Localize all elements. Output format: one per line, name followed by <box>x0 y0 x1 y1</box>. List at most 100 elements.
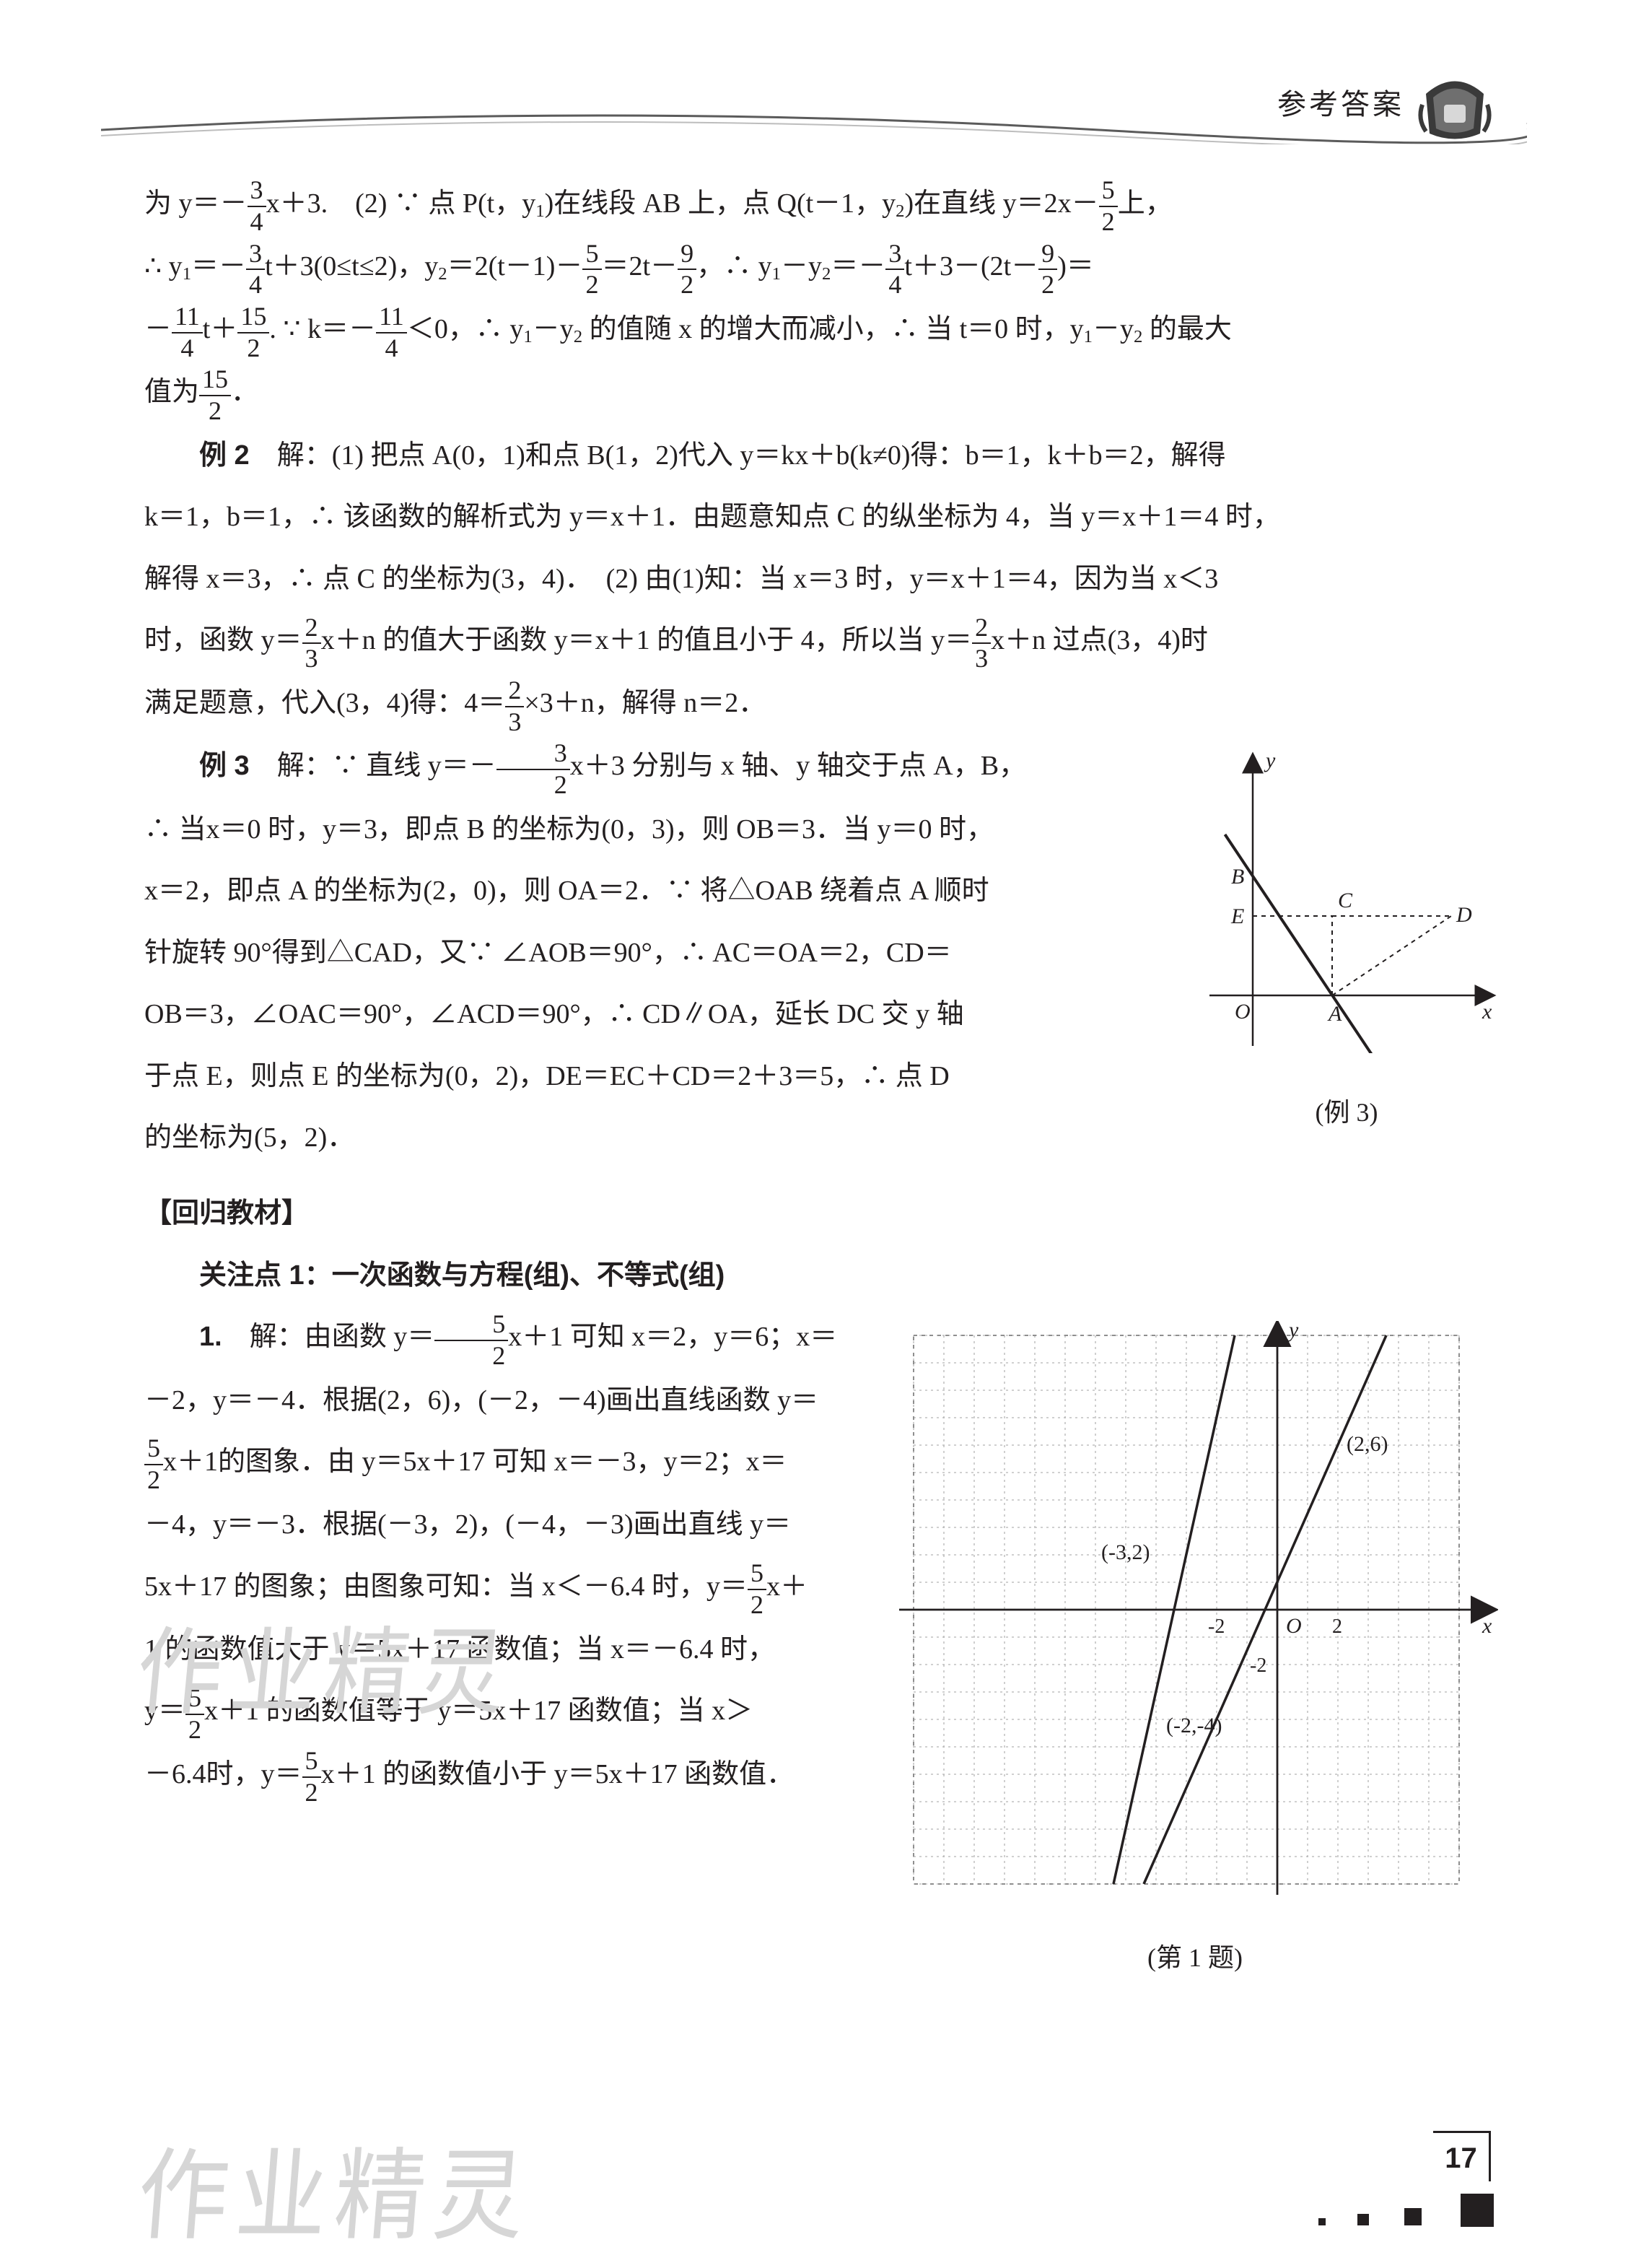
q1-label: 1. <box>199 1322 222 1352</box>
text: 上， <box>1118 188 1173 219</box>
fraction: 34 <box>246 240 265 300</box>
text: )＝ <box>1057 251 1094 282</box>
svg-text:E: E <box>1230 904 1244 928</box>
example-3-line-3: x＝2，即点 A 的坐标为(2，0)，则 OA＝2．∵ 将△OAB 绕着点 A … <box>144 860 1181 923</box>
text: 的值随 x 的增大而减小，∴ 当 t＝0 时，y <box>582 314 1084 344</box>
fraction: 152 <box>199 366 231 425</box>
figure-1-svg: x y O (2,6) (-3,2) (-2,-4) -2 2 -2 <box>892 1321 1498 1898</box>
return-to-textbook-heading: 【回归教材】 <box>144 1183 1498 1245</box>
svg-text:2: 2 <box>1332 1615 1342 1638</box>
fraction: 52 <box>434 1311 508 1370</box>
q1-line-1: 1. 解：由函数 y＝52x＋1 可知 x＝2，y＝6；x＝ <box>144 1307 870 1369</box>
fraction: 92 <box>678 240 696 300</box>
q1-line-2: －2，y＝－4．根据(2，6)，(－2，－4)画出直线函数 y＝ <box>144 1370 870 1432</box>
text: ＝－ <box>831 251 885 282</box>
text: x＋1 的函数值等于 y＝5x＋17 函数值；当 x＞ <box>204 1696 753 1726</box>
text: 时，函数 y＝ <box>144 625 302 655</box>
svg-text:x: x <box>1482 1000 1492 1024</box>
text: )在直线 y＝2x－ <box>905 188 1099 219</box>
fraction: 23 <box>972 614 991 673</box>
text: 解：(1) 把点 A(0，1)和点 B(1，2)代入 y＝kx＋b(k≠0)得：… <box>250 440 1226 471</box>
example-2-line-3: 解得 x＝3，∴ 点 C 的坐标为(3，4)． (2) 由(1)知：当 x＝3 … <box>144 549 1498 611</box>
page-number-value: 17 <box>1433 2133 1489 2184</box>
q1-line-3: 52x＋1的图象．由 y＝5x＋17 可知 x＝－3，y＝2；x＝ <box>144 1431 870 1494</box>
example-2-line-5: 满足题意，代入(3，4)得：4＝23×3＋n，解得 n＝2． <box>144 673 1498 736</box>
text: －y <box>781 251 822 282</box>
return-label: 【回归教材】 <box>144 1198 309 1229</box>
fraction: 23 <box>505 677 524 736</box>
fraction: 114 <box>376 303 407 362</box>
fraction: 32 <box>496 740 570 799</box>
text: 满足题意，代入(3，4)得：4＝ <box>144 688 505 718</box>
content-area: 为 y＝－34x＋3. (2) ∵ 点 P(t，y1)在线段 AB 上，点 Q(… <box>144 173 1498 1956</box>
svg-text:O: O <box>1286 1614 1302 1638</box>
text: x＋1 可知 x＝2，y＝6；x＝ <box>508 1322 837 1352</box>
text: . ∵ k＝－ <box>269 314 376 344</box>
q1-line-6: 1 的函数值大于 y＝5x＋17 函数值；当 x＝－6.4 时， <box>144 1619 870 1681</box>
fraction: 23 <box>302 614 321 673</box>
svg-text:-2: -2 <box>1208 1615 1225 1638</box>
text: － <box>144 314 172 344</box>
fraction: 34 <box>885 240 904 300</box>
example-3-line-7: 的坐标为(5，2)． <box>144 1107 1498 1169</box>
q1-line-4: －4，y＝－3．根据(－3，2)，(－4，－3)画出直线 y＝ <box>144 1494 870 1556</box>
svg-text:x: x <box>1482 1614 1492 1638</box>
text: ＜0，∴ y <box>407 314 524 344</box>
text: 为 y＝－ <box>144 188 248 219</box>
q1-line-5: 5x＋17 的图象；由图象可知：当 x＜－6.4 时，y＝52x＋ <box>144 1556 870 1619</box>
text: ∴ y <box>144 251 183 282</box>
fraction: 152 <box>237 303 269 362</box>
example-3-line-2: ∴ 当x＝0 时，y＝3，即点 B 的坐标为(0，3)，则 OB＝3．当 y＝0… <box>144 799 1181 861</box>
example-2-line-1: 例 2 解：(1) 把点 A(0，1)和点 B(1，2)代入 y＝kx＋b(k≠… <box>144 425 1498 487</box>
svg-text:y: y <box>1264 750 1276 772</box>
fraction: 92 <box>1038 240 1057 300</box>
fraction: 52 <box>302 1748 321 1807</box>
text: －6.4时，y＝ <box>144 1759 302 1789</box>
fraction: 34 <box>248 177 266 236</box>
figure-1-caption: (第 1 题) <box>892 1929 1498 1987</box>
svg-text:(2,6): (2,6) <box>1347 1432 1388 1456</box>
text: x＋3 分别与 x 轴、y 轴交于点 A，B， <box>570 751 1026 781</box>
text: )在线段 AB 上，点 Q(t－1，y <box>545 188 896 219</box>
svg-text:B: B <box>1231 865 1244 889</box>
figure-3-svg: x y O A B E C D <box>1195 750 1498 1053</box>
example-3-line-5: OB＝3，∠OAC＝90°，∠ACD＝90°，∴ CD∥OA，延长 DC 交 y… <box>144 984 1181 1046</box>
text: ＝－ <box>191 251 246 282</box>
text: －y <box>1093 314 1134 344</box>
text: ． <box>231 377 258 407</box>
text: 解：∵ 直线 y＝－ <box>250 751 496 781</box>
example-2-line-2: k＝1，b＝1，∴ 该函数的解析式为 y＝x＋1．由题意知点 C 的纵坐标为 4… <box>144 487 1498 549</box>
question-1-block: x y O (2,6) (-3,2) (-2,-4) -2 2 -2 (第 1 … <box>144 1307 1498 1956</box>
text: x＋n 过点(3，4)时 <box>991 625 1208 655</box>
fraction: 52 <box>144 1435 163 1494</box>
figure-example-3: x y O A B E C D (例 3) <box>1195 750 1498 1142</box>
text: x＋3. (2) ∵ 点 P(t，y <box>266 188 536 219</box>
example-3-label: 例 3 <box>199 751 250 781</box>
fraction: 52 <box>1099 177 1118 236</box>
svg-text:-2: -2 <box>1250 1654 1266 1677</box>
text: ＝2t－ <box>602 251 678 282</box>
example-3-line-4: 针旋转 90°得到△CAD，又∵ ∠AOB＝90°，∴ AC＝OA＝2，CD＝ <box>144 923 1181 985</box>
fraction: 114 <box>172 303 203 362</box>
example-2-label: 例 2 <box>199 440 250 471</box>
line-1: 为 y＝－34x＋3. (2) ∵ 点 P(t，y1)在线段 AB 上，点 Q(… <box>144 173 1498 236</box>
line-2: ∴ y1＝－34t＋3(0≤t≤2)，y2＝2(t－1)－52＝2t－92，∴ … <box>144 236 1498 299</box>
watermark-2: 作业精灵 <box>133 2115 538 2259</box>
focus-label: 关注点 1：一次函数与方程(组)、不等式(组) <box>199 1260 725 1291</box>
svg-text:(-2,-4): (-2,-4) <box>1166 1714 1222 1737</box>
text: 解：由函数 y＝ <box>222 1322 435 1352</box>
footer-decor-icon <box>1318 2185 1505 2228</box>
text: ×3＋n，解得 n＝2． <box>524 688 766 718</box>
text: ，∴ y <box>696 251 772 282</box>
line-4: 值为152． <box>144 362 1498 424</box>
text: t＋3(0≤t≤2)，y <box>265 251 438 282</box>
svg-text:D: D <box>1456 903 1472 927</box>
fraction: 52 <box>748 1560 766 1619</box>
svg-text:y: y <box>1287 1321 1299 1342</box>
text: x＋ <box>766 1571 808 1602</box>
example-3-line-6: 于点 E，则点 E 的坐标为(0，2)，DE＝EC＋CD＝2＋3＝5，∴ 点 D <box>144 1046 1181 1108</box>
svg-text:C: C <box>1338 889 1353 912</box>
fraction: 52 <box>582 240 601 300</box>
text: x＋1的图象．由 y＝5x＋17 可知 x＝－3，y＝2；x＝ <box>163 1447 787 1477</box>
text: 值为 <box>144 377 199 407</box>
